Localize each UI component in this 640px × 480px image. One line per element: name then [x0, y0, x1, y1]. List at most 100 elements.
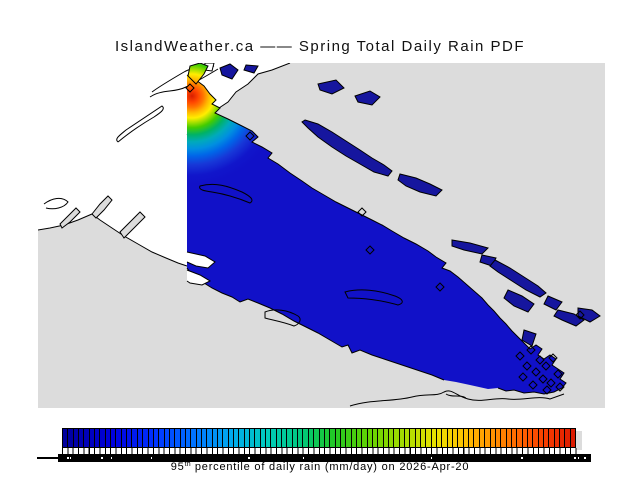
colorbar-cell: [137, 429, 143, 447]
island-map: [38, 63, 605, 408]
colorbar-cell: [356, 429, 362, 447]
south-coastline-outside: [349, 390, 565, 407]
colorbar-cell: [100, 429, 105, 447]
colorbar-shadow: [576, 431, 582, 450]
station-markers: [185, 83, 585, 395]
colorbar-cell: [495, 429, 501, 447]
colorbar-cell: [266, 429, 271, 447]
colorbar-cell: [378, 429, 383, 447]
colorbar-axis-line: [37, 457, 58, 459]
island-coastline-ne: [186, 74, 567, 395]
colorbar-cell: [453, 429, 458, 447]
colorbar-cell: [63, 429, 68, 447]
colorbar-cell: [159, 429, 164, 447]
colorbar-cell: [132, 429, 137, 447]
colorbar-caption: 95th percentile of daily rain (mm/day) o…: [0, 461, 640, 473]
colorbar-cell: [538, 429, 543, 447]
colorbar-cell: [84, 429, 89, 447]
colorbar-cell: [479, 429, 485, 447]
colorbar-cell: [346, 429, 351, 447]
colorbar-cell: [554, 429, 559, 447]
colorbar-cell: [185, 429, 191, 447]
colorbar-cell: [474, 429, 479, 447]
colorbar-cell: [89, 429, 95, 447]
colorbar-cell: [127, 429, 132, 447]
colorbar-cell: [287, 429, 292, 447]
colorbar-cell: [250, 429, 255, 447]
colorbar-cell: [372, 429, 378, 447]
island-coastline-west: [186, 267, 445, 381]
colorbar-cell: [335, 429, 340, 447]
colorbar-cell: [319, 429, 324, 447]
colorbar-cell: [292, 429, 298, 447]
colorbar-cell: [73, 429, 79, 447]
caption-value: 95: [170, 461, 185, 473]
colorbar-cell: [469, 429, 474, 447]
colorbar-cell: [506, 429, 511, 447]
colorbar-cell: [228, 429, 233, 447]
colorbar-cell: [324, 429, 330, 447]
colorbar-cell: [485, 429, 490, 447]
page-title: IslandWeather.ca —— Spring Total Daily R…: [114, 38, 526, 55]
colorbar-cell: [180, 429, 185, 447]
colorbar-cell: [570, 429, 575, 447]
colorbar-cell: [111, 429, 116, 447]
caption-superscript: th: [184, 461, 192, 468]
colorbar-cell: [367, 429, 372, 447]
caption-rest: percentile of daily rain (mm/day) on 202…: [191, 461, 470, 473]
colorbar-cell: [314, 429, 319, 447]
colorbar-cell: [463, 429, 469, 447]
colorbar-cell: [415, 429, 421, 447]
hotspot-peninsula: [187, 63, 209, 85]
colorbar-cell: [212, 429, 217, 447]
colorbar-cell: [79, 429, 84, 447]
colorbar-cell: [255, 429, 260, 447]
colorbar-cell: [362, 429, 367, 447]
colorbar-cell: [421, 429, 426, 447]
colorbar-cell: [164, 429, 169, 447]
colorbar-cell: [533, 429, 538, 447]
colorbar-cell: [399, 429, 404, 447]
colorbar-cell: [388, 429, 394, 447]
colorbar-cell: [565, 429, 570, 447]
colorbar-cell: [175, 429, 180, 447]
colorbar-cell: [217, 429, 223, 447]
colorbar-cell: [298, 429, 303, 447]
colorbar-cell: [143, 429, 148, 447]
colorbar-cell: [543, 429, 549, 447]
colorbar-cell: [95, 429, 100, 447]
victoria-station-cluster: [515, 345, 565, 395]
colorbar-cell: [351, 429, 356, 447]
colorbar-cell: [340, 429, 346, 447]
colorbar-cell: [442, 429, 447, 447]
colorbar-cell: [239, 429, 244, 447]
colorbar-cell: [437, 429, 442, 447]
colorbar-cell: [517, 429, 522, 447]
colorbar-cell: [490, 429, 495, 447]
colorbar-cell: [308, 429, 314, 447]
colorbar-cell: [191, 429, 196, 447]
colorbar-cell: [522, 429, 527, 447]
colorbar-cell: [303, 429, 308, 447]
colorbar-cell: [121, 429, 127, 447]
colorbar-cell: [330, 429, 335, 447]
colorbar-cell: [260, 429, 266, 447]
colorbar-axis-band: [58, 454, 591, 462]
colorbar-cell: [405, 429, 410, 447]
fjord-lines: [43, 65, 219, 210]
colorbar-cell: [116, 429, 121, 447]
colorbar-cell: [282, 429, 287, 447]
colorbar-cell: [458, 429, 463, 447]
colorbar-cell: [153, 429, 159, 447]
colorbar-cell: [105, 429, 111, 447]
colorbar-cell: [234, 429, 239, 447]
kyuquot-notches: [186, 251, 216, 286]
colorbar-cell: [276, 429, 282, 447]
colorbar-cell: [383, 429, 388, 447]
colorbar-cell: [426, 429, 431, 447]
colorbar: [62, 428, 576, 448]
colorbar-cell: [68, 429, 73, 447]
sound-inlets: [59, 195, 146, 239]
colorbar-cell: [431, 429, 437, 447]
